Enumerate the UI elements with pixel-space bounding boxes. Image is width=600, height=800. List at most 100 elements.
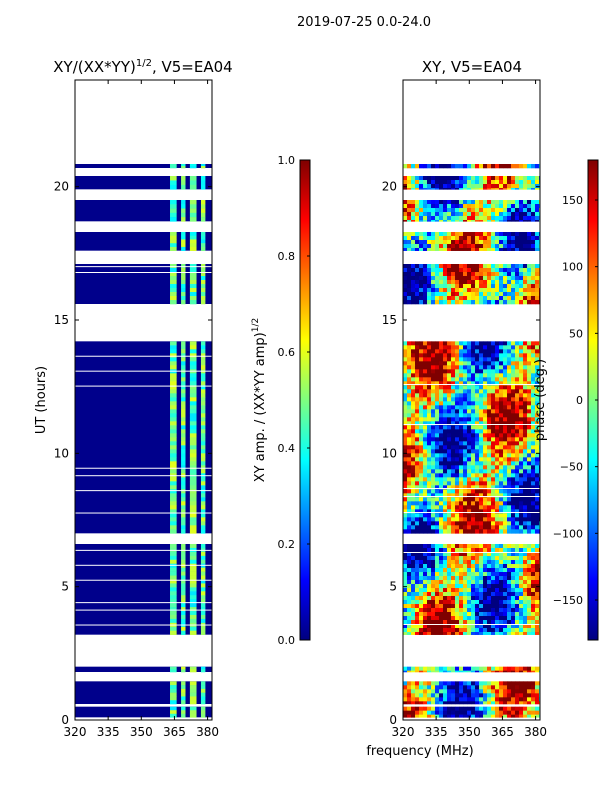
phase-cell — [451, 714, 456, 718]
phase-cell — [487, 180, 492, 185]
phase-cell — [431, 208, 436, 213]
phase-cell — [467, 689, 472, 694]
phase-cell — [439, 517, 444, 522]
phase-cell — [491, 176, 496, 181]
phase-cell — [431, 441, 436, 446]
phase-cell — [483, 176, 488, 181]
phase-cell — [535, 685, 540, 690]
phase-cell — [451, 393, 456, 398]
phase-cell — [467, 300, 472, 305]
x-tick-label: 335 — [97, 725, 120, 739]
phase-cell — [475, 397, 480, 402]
amp-band-cell — [200, 421, 206, 426]
phase-cell — [519, 200, 524, 205]
phase-cell — [459, 188, 464, 190]
phase-cell — [423, 596, 428, 601]
phase-cell — [499, 284, 504, 289]
phase-cell — [499, 689, 504, 694]
phase-cell — [435, 670, 440, 673]
phase-cell — [531, 361, 536, 366]
phase-cell — [455, 212, 460, 217]
phase-cell — [407, 236, 412, 241]
amp-band-cell — [170, 180, 177, 186]
phase-cell — [447, 220, 452, 222]
phase-cell — [487, 429, 492, 434]
phase-cell — [483, 373, 488, 378]
phase-cell — [511, 200, 516, 205]
phase-cell — [527, 481, 532, 486]
phase-cell — [535, 208, 540, 213]
phase-cell — [415, 429, 420, 434]
phase-cell — [503, 632, 508, 635]
amp-flag-row — [75, 579, 212, 581]
phase-cell — [435, 513, 440, 518]
phase-cell — [535, 421, 540, 426]
phase-cell — [471, 377, 476, 382]
phase-cell — [475, 505, 480, 510]
phase-cell — [535, 693, 540, 698]
phase-cell — [431, 264, 436, 269]
phase-cell — [471, 216, 476, 221]
phase-cell — [403, 357, 408, 362]
phase-cell — [431, 268, 436, 273]
phase-cell — [483, 369, 488, 374]
phase-cell — [427, 236, 432, 241]
phase-cell — [447, 548, 452, 553]
phase-cell — [487, 244, 492, 249]
phase-cell — [531, 596, 536, 601]
phase-cell — [511, 240, 516, 245]
phase-cell — [447, 689, 452, 694]
phase-cell — [415, 417, 420, 422]
amp-band-cell — [170, 441, 177, 446]
phase-cell — [491, 429, 496, 434]
phase-cell — [467, 369, 472, 374]
phase-cell — [403, 369, 408, 374]
phase-cell — [483, 288, 488, 293]
phase-cell — [419, 681, 424, 686]
phase-cell — [415, 272, 420, 277]
phase-cell — [447, 556, 452, 561]
phase-cell — [447, 264, 452, 269]
phase-cell — [411, 701, 416, 705]
phase-cell — [463, 461, 468, 466]
phase-cell — [403, 413, 408, 418]
phase-cell — [527, 628, 532, 633]
phase-cell — [439, 369, 444, 374]
phase-cell — [451, 620, 456, 625]
phase-cell — [515, 425, 520, 430]
y-tick-label: 20 — [382, 180, 397, 194]
phase-cell — [523, 212, 528, 217]
phase-cell — [499, 572, 504, 577]
phase-cell — [455, 409, 460, 414]
phase-cell — [415, 381, 420, 386]
phase-cell — [403, 417, 408, 422]
phase-cell — [483, 552, 488, 557]
phase-cell — [467, 580, 472, 585]
amp-band-cell — [189, 517, 197, 522]
phase-cell — [487, 288, 492, 293]
phase-cell — [531, 353, 536, 358]
amp-band-cell — [181, 583, 186, 588]
amp-band-cell — [181, 409, 186, 414]
amp-band-cell — [189, 551, 197, 557]
phase-cell — [527, 568, 532, 573]
phase-cell — [459, 469, 464, 474]
phase-cell — [423, 473, 428, 478]
phase-cell — [503, 449, 508, 454]
phase-cell — [487, 596, 492, 601]
phase-cell — [431, 666, 436, 671]
phase-cell — [455, 244, 460, 249]
phase-cell — [427, 701, 432, 705]
phase-cell — [483, 604, 488, 609]
phase-cell — [463, 529, 468, 534]
phase-cell — [403, 292, 408, 297]
phase-cell — [415, 592, 420, 597]
phase-cell — [535, 697, 540, 702]
phase-cell — [515, 357, 520, 362]
phase-cell — [451, 616, 456, 621]
phase-cell — [483, 501, 488, 506]
phase-cell — [451, 560, 456, 565]
phase-cell — [523, 393, 528, 398]
phase-cell — [535, 248, 540, 251]
phase-cell — [483, 272, 488, 277]
